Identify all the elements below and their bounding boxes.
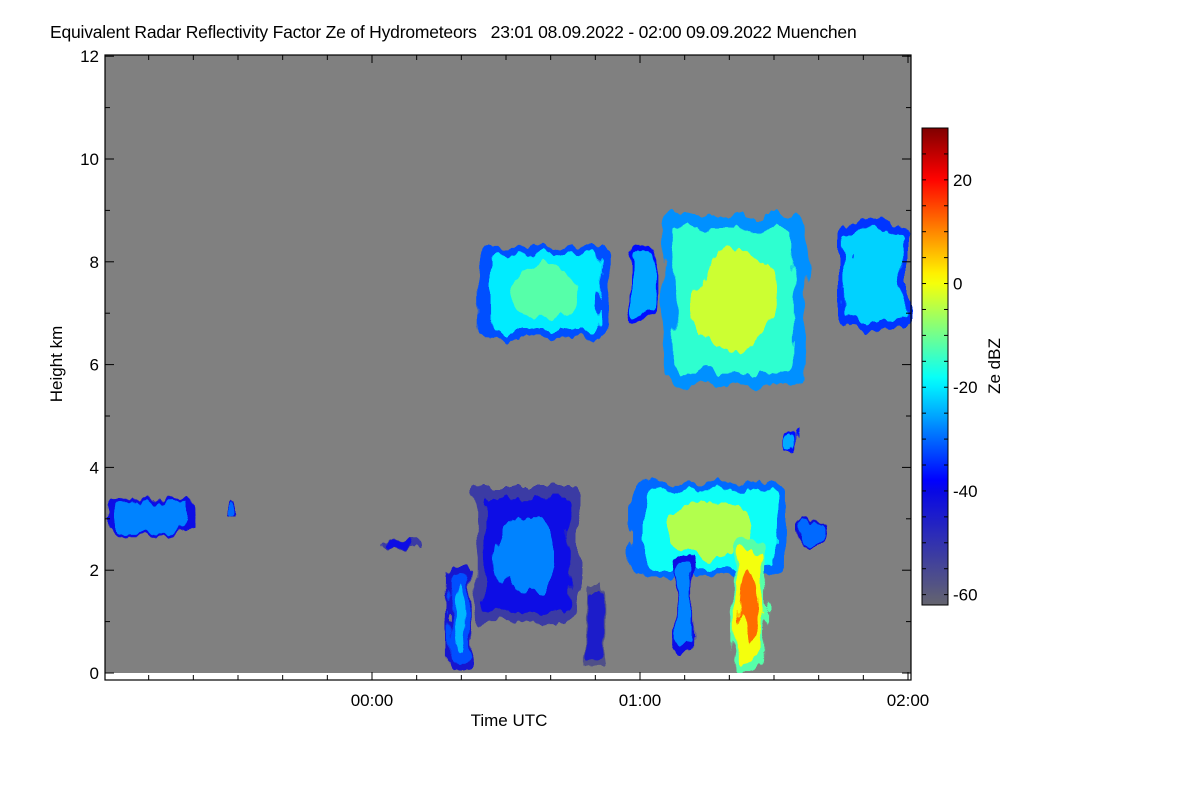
echo-body	[587, 587, 603, 661]
y-tick-label: 4	[90, 458, 99, 477]
echo-core	[740, 566, 759, 647]
x-axis-label: Time UTC	[471, 711, 548, 730]
y-tick-label: 8	[90, 253, 99, 272]
echo-body	[677, 567, 693, 646]
echo-fallstreak-3	[675, 559, 694, 653]
echo-rain-shaft	[733, 539, 766, 673]
echo-body	[225, 501, 237, 513]
y-tick-label: 10	[80, 150, 99, 169]
y-tick-label: 2	[90, 561, 99, 580]
echo-low-fragment-1	[224, 500, 238, 514]
axes: 00:00 01:00 02:00 0 2 4 6 8 10 12	[80, 47, 929, 710]
echo-core	[497, 514, 555, 595]
echo-fallstreak-2	[586, 580, 605, 668]
x-tick-label: 00:00	[351, 691, 394, 710]
echo-fallstreak-1	[447, 565, 471, 673]
echo-body	[784, 433, 796, 451]
plot-bottom-gap	[106, 673, 910, 679]
echo-mid-fragment	[782, 431, 797, 452]
chart-title: Equivalent Radar Reflectivity Factor Ze …	[50, 22, 857, 42]
colorbar-tick-label: -40	[953, 482, 978, 501]
x-tick-label: 01:00	[619, 691, 662, 710]
echo-core	[693, 249, 774, 352]
y-tick-label: 6	[90, 356, 99, 375]
echo-upper-cloud-main	[662, 215, 806, 386]
echo-body	[115, 501, 187, 532]
x-tick-label: 02:00	[887, 691, 930, 710]
echo-body	[802, 520, 826, 543]
colorbar-label: Ze dBZ	[985, 338, 1004, 394]
echo-body	[629, 252, 656, 313]
echo-layer	[108, 215, 908, 673]
colorbar-tick-label: 20	[953, 171, 972, 190]
y-tick-label: 12	[80, 47, 99, 66]
echo-low-fragment-2	[380, 539, 417, 550]
echo-body	[846, 229, 903, 320]
colorbar	[921, 127, 949, 606]
echo-core	[507, 264, 581, 321]
echo-low-fragment-3	[800, 518, 828, 545]
echo-low-layer-west	[108, 498, 194, 535]
echo-upper-cloud-2	[626, 246, 658, 319]
y-tick-label: 0	[90, 664, 99, 683]
echo-upper-cloud-east	[841, 220, 908, 329]
plot-frame	[104, 54, 912, 681]
colorbar-tick-label: 0	[953, 275, 962, 294]
echo-upper-cloud-1	[479, 246, 609, 339]
colorbar-axis: 20 0 -20 -40 -60	[922, 127, 978, 605]
echo-core	[665, 501, 754, 557]
echo-body	[383, 540, 414, 549]
colorbar-tick-label: -20	[953, 378, 978, 397]
y-axis-label: Height km	[47, 326, 66, 403]
echo-mid-cloud-1	[474, 487, 578, 622]
colorbar-tick-label: -60	[953, 586, 978, 605]
echo-core	[452, 586, 466, 652]
